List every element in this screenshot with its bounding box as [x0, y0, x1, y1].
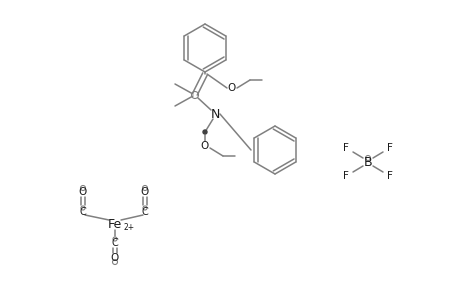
Text: 2+: 2+ [124, 223, 135, 232]
Text: O: O [140, 187, 149, 197]
Text: F: F [342, 171, 348, 181]
Text: C: C [79, 207, 86, 217]
Circle shape [202, 130, 207, 134]
Text: C: C [141, 207, 148, 217]
Text: C: C [112, 238, 118, 248]
Text: O: O [201, 141, 209, 151]
Text: O: O [111, 253, 119, 263]
Text: O: O [78, 187, 87, 197]
Text: F: F [386, 171, 392, 181]
Text: F: F [342, 143, 348, 153]
Text: O: O [227, 83, 235, 93]
Text: F: F [386, 143, 392, 153]
Text: B: B [363, 155, 371, 169]
Text: N: N [210, 107, 219, 121]
Text: Fe: Fe [108, 218, 122, 232]
